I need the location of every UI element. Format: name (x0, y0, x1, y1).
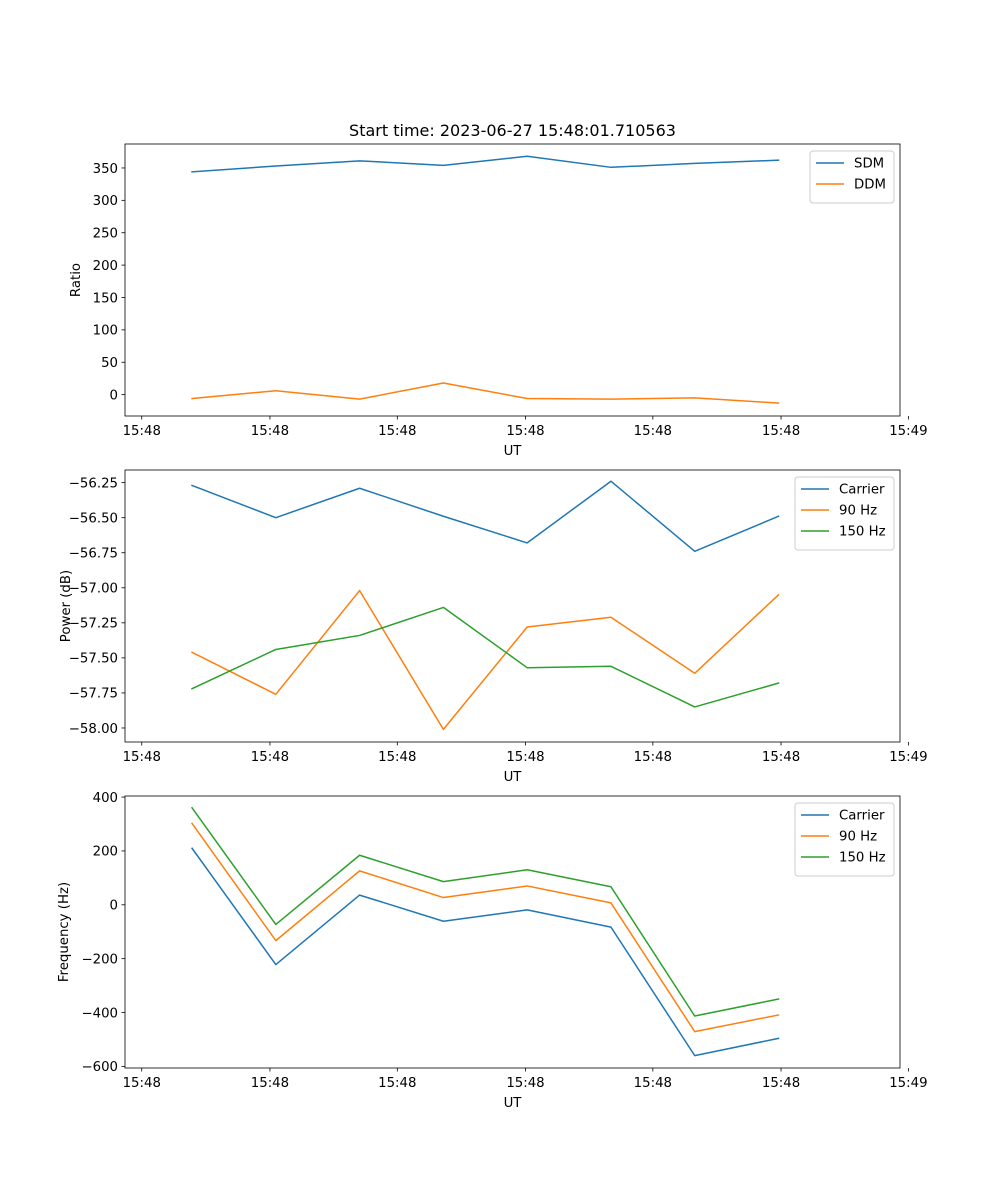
figure-title: Start time: 2023-06-27 15:48:01.710563 (349, 121, 676, 140)
ratio-panel: 15:48 15:48 15:48 15:48 15:48 15:48 15:49 0 50 10… (69, 143, 928, 459)
power-x-tick-label: 15:48 (762, 750, 800, 765)
power-y-tick-label: −56.25 (69, 476, 118, 491)
frequency-y-tick-label: −400 (81, 1006, 118, 1021)
power-series-carrier-line (191, 480, 780, 553)
power-y-tick-label: −56.50 (69, 511, 118, 526)
power-y-tick-label: −57.25 (69, 617, 118, 632)
ratio-x-tick-label: 15:48 (762, 424, 800, 439)
ratio-y-tick-label: 200 (93, 259, 118, 274)
frequency-axes-frame (124, 795, 901, 1069)
power-y-tick-label: −57.00 (69, 582, 118, 597)
ratio-y-tick-label: 0 (110, 388, 118, 403)
frequency-series-90-hz-line (190, 822, 780, 1033)
power-y-tick-label: −57.75 (69, 687, 118, 702)
power-x-axis-label: UT (504, 770, 523, 785)
ratio-y-axis-label: Ratio (69, 263, 84, 297)
ratio-series-sdm-line (191, 155, 780, 173)
frequency-x-tick-label: 15:48 (634, 1076, 672, 1091)
ratio-legend-label-ddm: DDM (854, 178, 886, 193)
power-series-90-hz-line (191, 589, 780, 731)
frequency-x-tick-label: 15:48 (762, 1076, 800, 1091)
frequency-legend-label-carrier: Carrier (839, 809, 885, 824)
frequency-y-tick-label: 200 (93, 845, 118, 860)
frequency-y-tick-label: 0 (110, 899, 118, 914)
ratio-y-tick-label: 50 (101, 356, 118, 371)
power-x-tick-label: 15:48 (378, 750, 416, 765)
ratio-x-tick-label: 15:48 (378, 424, 416, 439)
frequency-legend-label-90-hz: 90 Hz (839, 830, 877, 845)
ratio-x-axis-label: UT (504, 444, 523, 459)
ratio-legend-label-sdm: SDM (854, 157, 884, 172)
power-legend-label-90-hz: 90 Hz (839, 504, 877, 519)
ratio-y-tick-label: 350 (93, 162, 118, 177)
ratio-x-tick-label: 15:48 (506, 424, 544, 439)
power-series-150-hz-line (191, 606, 780, 708)
ratio-y-tick-label: 150 (93, 291, 118, 306)
frequency-y-axis-label: Frequency (Hz) (57, 882, 72, 982)
ratio-x-tick-label: 15:49 (889, 424, 927, 439)
ratio-y-tick-label: 250 (93, 227, 118, 242)
frequency-x-tick-label: 15:48 (378, 1076, 416, 1091)
frequency-y-tick-label: −200 (81, 952, 118, 967)
frequency-y-tick-label: 400 (93, 791, 118, 806)
power-y-axis-label: Power (dB) (59, 570, 74, 642)
frequency-series-carrier-line (190, 847, 780, 1057)
frequency-y-tick-label: −600 (81, 1060, 118, 1075)
frequency-series-150-hz-line (190, 806, 780, 1017)
frequency-legend-label-150-hz: 150 Hz (839, 851, 886, 866)
power-x-tick-label: 15:48 (251, 750, 289, 765)
power-axes-frame (124, 469, 901, 743)
ratio-y-tick-label: 300 (93, 194, 118, 209)
ratio-x-tick-label: 15:48 (251, 424, 289, 439)
power-y-tick-label: −57.50 (69, 652, 118, 667)
power-x-tick-label: 15:48 (506, 750, 544, 765)
power-x-tick-label: 15:48 (123, 750, 161, 765)
power-x-tick-label: 15:49 (889, 750, 927, 765)
power-legend-label-carrier: Carrier (839, 483, 885, 498)
frequency-x-tick-label: 15:48 (123, 1076, 161, 1091)
frequency-x-tick-label: 15:48 (506, 1076, 544, 1091)
power-y-tick-label: −58.00 (69, 722, 118, 737)
ratio-y-tick-label: 100 (93, 324, 118, 339)
ratio-axes-frame (124, 143, 901, 417)
ratio-series-ddm-line (191, 382, 780, 404)
power-legend-label-150-hz: 150 Hz (839, 525, 886, 540)
power-y-tick-label: −56.75 (69, 547, 118, 562)
frequency-x-tick-label: 15:48 (251, 1076, 289, 1091)
power-x-tick-label: 15:48 (634, 750, 672, 765)
frequency-x-tick-label: 15:49 (889, 1076, 927, 1091)
ratio-legend-box (809, 150, 895, 204)
power-panel: 15:48 15:48 15:48 15:48 15:48 15:48 15:49 −58.0… (59, 469, 928, 785)
ratio-x-tick-label: 15:48 (634, 424, 672, 439)
frequency-panel: 15:48 15:48 15:48 15:48 15:48 15:48 15:49 −600 −… (57, 791, 928, 1111)
ratio-x-tick-label: 15:48 (123, 424, 161, 439)
frequency-x-axis-label: UT (504, 1096, 523, 1111)
